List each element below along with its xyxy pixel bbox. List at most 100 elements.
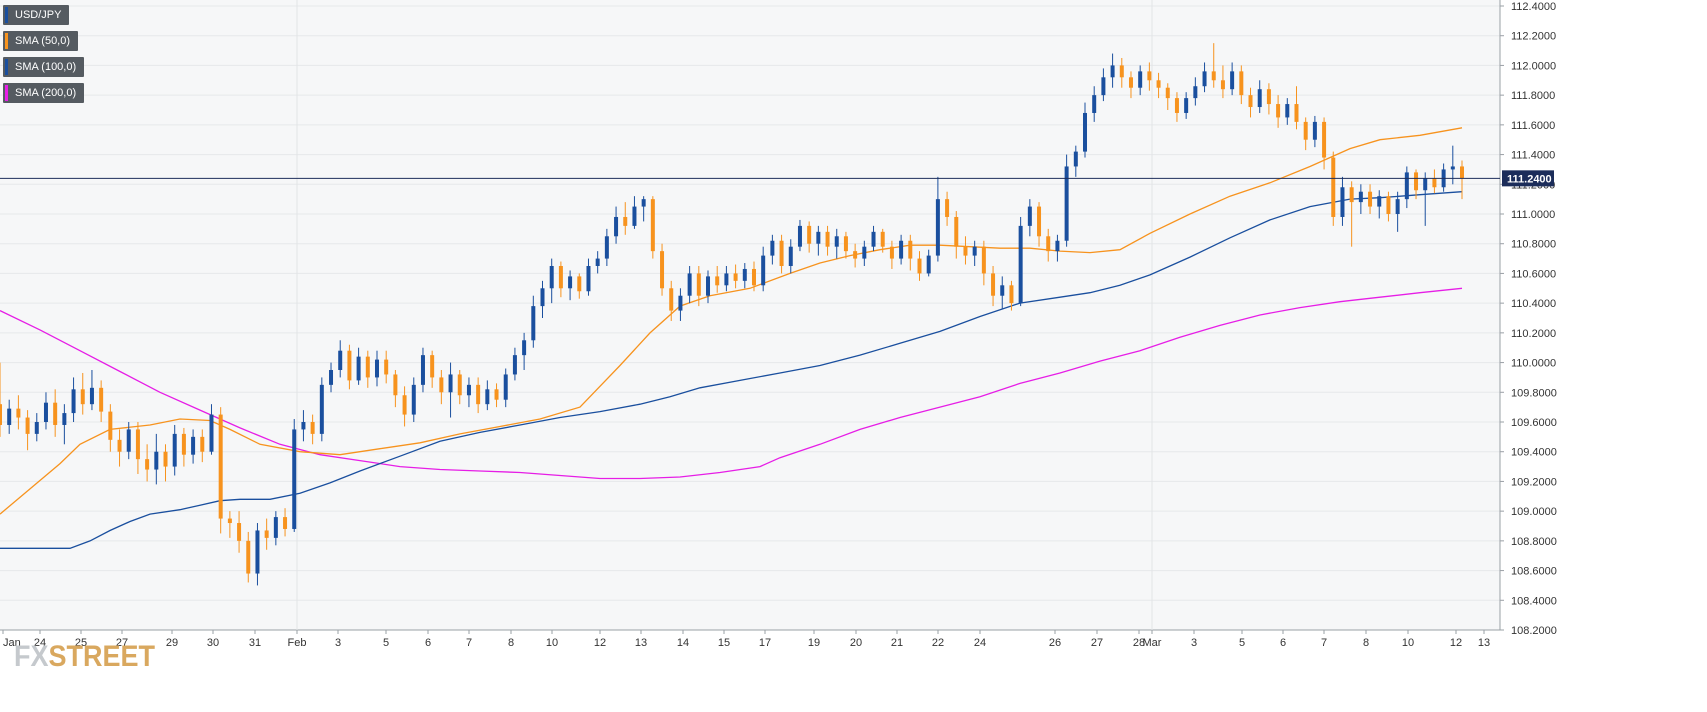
candle-body [402,395,407,415]
candle-body [411,384,416,415]
candle-body [614,216,619,237]
candle-body [485,389,490,405]
candle-body [1046,236,1051,252]
x-tick-label: Feb [288,637,307,649]
legend-swatch [5,85,8,101]
candle-body [53,402,58,425]
candle-body [568,276,573,289]
y-tick-label: 108.2000 [1511,625,1557,637]
y-tick-label: 109.0000 [1511,506,1557,518]
x-tick-label: 22 [932,637,944,649]
candle-body [1276,104,1281,118]
candle-body [237,523,242,541]
legend-label: USD/JPY [15,9,62,21]
candle-body [1119,65,1124,78]
legend-item[interactable]: SMA (100,0) [3,57,85,77]
candle-body [724,273,729,286]
candle-body [678,295,683,311]
x-tick-label: Mar [1143,637,1162,649]
candle-body [384,359,389,375]
x-tick-label: 13 [635,637,647,649]
candle-body [880,231,885,247]
candle-body [1331,157,1336,217]
candle-body [733,273,738,281]
candle-body [577,276,582,292]
candle-body [981,246,986,274]
x-tick-label: 27 [116,637,128,649]
legend-item[interactable]: USD/JPY [3,5,70,25]
y-tick-label: 111.6000 [1511,120,1555,132]
candle-body [218,414,223,519]
candle-body [1110,65,1115,78]
candle-body [1147,71,1152,81]
candle-body [448,374,453,393]
candle-body [1423,178,1428,191]
candle-body [1092,95,1097,113]
candle-body [191,436,196,455]
candle-body [1174,98,1179,113]
y-tick-label: 112.0000 [1511,60,1556,72]
candle-body [1193,86,1198,99]
y-tick-label: 109.4000 [1511,447,1557,459]
candle-body [522,340,527,356]
legend-swatch [5,7,8,23]
candle-body [0,404,2,425]
legend-item[interactable]: SMA (200,0) [3,83,85,103]
candle-body [512,355,517,375]
y-tick-label: 110.0000 [1511,358,1556,370]
candle-body [135,429,140,460]
y-tick-label: 108.8000 [1511,536,1557,548]
candle-body [623,216,628,226]
candle-body [1386,196,1391,214]
candle-body [696,273,701,296]
candle-body [310,422,315,434]
candle-body [972,246,977,256]
candle-body [227,518,232,524]
candle-body [1156,80,1161,88]
candle-body [586,266,591,292]
x-tick-label: 26 [1049,637,1061,649]
x-tick-label: 19 [808,637,820,649]
x-tick-label: 24 [974,637,986,649]
candle-body [761,255,766,286]
candle-body [715,276,720,286]
candle-body [365,356,370,378]
candle-body [1230,71,1235,90]
legend-item[interactable]: SMA (50,0) [3,31,79,51]
candle-body [273,517,278,538]
candle-body [1395,199,1400,214]
candle-body [540,288,545,307]
candle-body [1358,191,1363,203]
candle-body [853,251,858,259]
candle-body [825,231,830,247]
candle-body [889,246,894,259]
candle-body [99,387,104,412]
candle-body [871,231,876,247]
candle-body [1073,151,1078,167]
candle-body [660,251,665,289]
candle-body [770,240,775,256]
x-tick-label: 10 [1402,637,1414,649]
candle-body [181,433,186,455]
candle-body [1128,77,1133,88]
x-tick-label: 20 [850,637,862,649]
x-tick-label: 13 [1478,637,1490,649]
candle-body [439,377,444,393]
legend-label: SMA (100,0) [15,61,77,73]
x-tick-label: 10 [546,637,558,649]
candle-body [954,216,959,247]
candle-body [650,199,655,252]
candle-body [935,199,940,256]
candle-body [1340,187,1345,217]
candle-body [476,384,481,405]
candle-body [16,408,21,418]
x-tick-label: 12 [1450,637,1462,649]
x-tick-label: 3 [335,637,341,649]
candle-body [1460,166,1464,179]
candle-body [549,266,554,289]
candle-body [1138,71,1143,88]
candle-body [1064,166,1069,241]
legend-swatch [5,59,8,75]
candle-body [264,530,269,538]
sma200-line [0,287,1463,480]
